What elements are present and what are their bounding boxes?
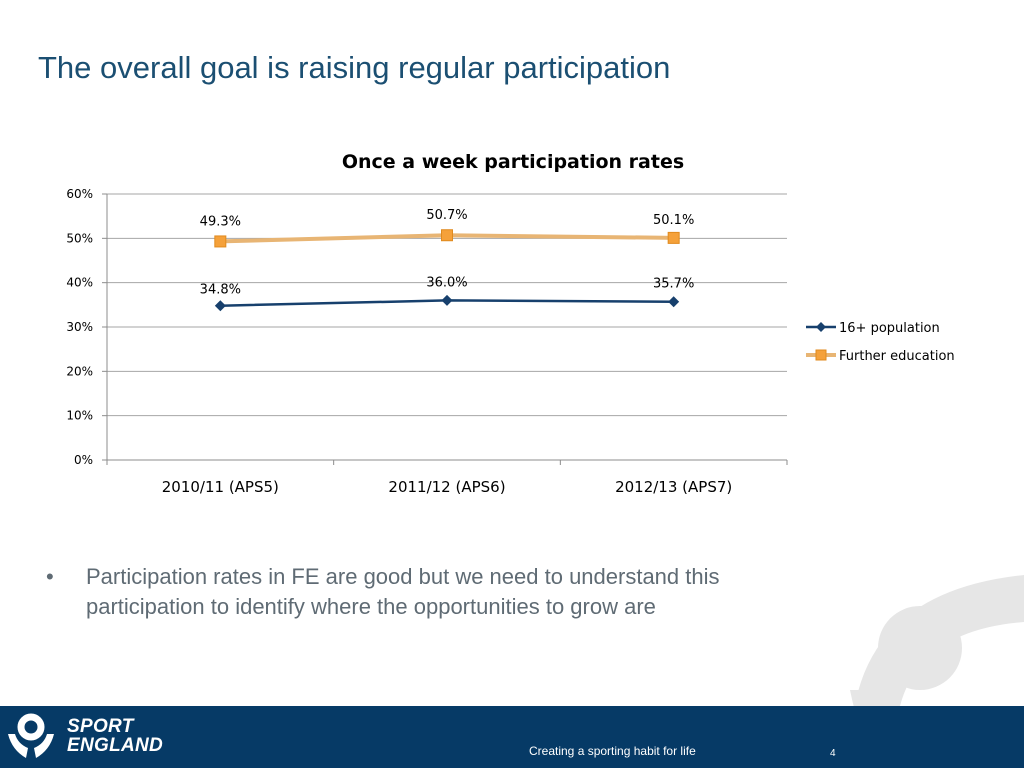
x-tick-label: 2010/11 (APS5) <box>162 478 279 496</box>
legend-marker <box>815 349 827 361</box>
data-point <box>667 231 680 244</box>
bullet-point: • Participation rates in FE are good but… <box>46 562 836 622</box>
data-label: 36.0% <box>426 275 467 290</box>
y-tick-label: 20% <box>66 364 93 378</box>
x-tick-label: 2012/13 (APS7) <box>615 478 732 496</box>
y-tick-label: 50% <box>66 231 93 245</box>
logo-line-england: ENGLAND <box>67 735 164 756</box>
legend-label: 16+ population <box>839 321 940 336</box>
data-point <box>441 229 453 242</box>
y-tick-label: 30% <box>66 320 93 334</box>
bullet-marker: • <box>46 564 54 589</box>
page-number: 4 <box>830 748 836 759</box>
footer-bar: SPORT ENGLAND Creating a sporting habit … <box>0 706 1024 768</box>
data-label: 34.8% <box>200 283 241 298</box>
footer-tagline: Creating a sporting habit for life <box>529 744 696 758</box>
data-label: 49.3% <box>200 214 241 229</box>
data-point <box>214 300 226 312</box>
data-label: 50.7% <box>426 208 467 223</box>
sport-england-logo-icon <box>8 713 54 758</box>
data-point <box>214 235 227 248</box>
y-tick-label: 0% <box>74 453 93 467</box>
chart-title: Once a week participation rates <box>342 151 684 173</box>
y-tick-label: 40% <box>66 276 93 290</box>
data-label: 35.7% <box>653 277 694 292</box>
y-tick-label: 10% <box>66 409 93 423</box>
data-point <box>668 296 680 308</box>
bullet-text: Participation rates in FE are good but w… <box>86 564 720 619</box>
legend-marker <box>816 322 826 332</box>
data-label: 50.1% <box>653 213 694 228</box>
y-tick-label: 60% <box>66 187 93 201</box>
logo-line-sport: SPORT <box>67 716 134 737</box>
data-point <box>441 294 453 306</box>
slide-title: The overall goal is raising regular part… <box>38 50 671 85</box>
line-chart: Once a week participation rates 0% 10% 20% 3… <box>66 151 955 496</box>
x-tick-label: 2011/12 (APS6) <box>388 478 505 496</box>
logo-wordmark: SPORT ENGLAND <box>67 717 163 755</box>
legend-label: Further education <box>839 349 955 364</box>
